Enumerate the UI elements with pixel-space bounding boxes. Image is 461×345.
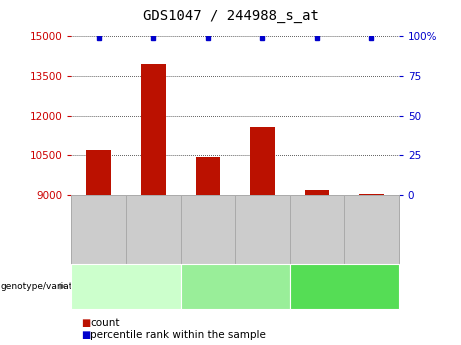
Text: count: count — [90, 318, 119, 327]
Bar — [305, 190, 329, 195]
Text: wild type: wild type — [100, 282, 152, 291]
Text: GSM26286: GSM26286 — [366, 203, 377, 256]
Text: GSM26285: GSM26285 — [312, 203, 322, 256]
Text: GDS1047 / 244988_s_at: GDS1047 / 244988_s_at — [142, 9, 319, 23]
Text: GSM26281: GSM26281 — [94, 203, 104, 256]
Text: vip6: vip6 — [332, 282, 356, 291]
Text: percentile rank within the sample: percentile rank within the sample — [90, 330, 266, 339]
Bar — [195, 157, 220, 195]
Text: GSM26284: GSM26284 — [257, 203, 267, 256]
Text: ■: ■ — [81, 330, 90, 339]
Bar — [250, 127, 275, 195]
Text: GSM26283: GSM26283 — [203, 203, 213, 256]
Text: genotype/variation: genotype/variation — [1, 282, 87, 291]
Bar — [87, 150, 111, 195]
Text: vip5: vip5 — [223, 282, 247, 291]
Bar — [359, 194, 384, 195]
Bar — [141, 64, 165, 195]
Text: GSM26282: GSM26282 — [148, 203, 158, 256]
Text: ■: ■ — [81, 318, 90, 327]
